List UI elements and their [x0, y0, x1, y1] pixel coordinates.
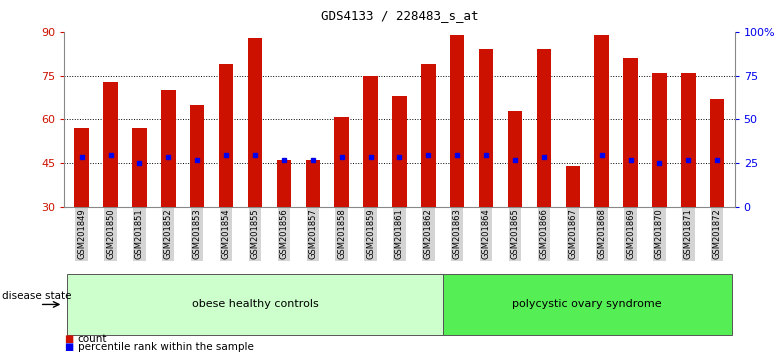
Bar: [219, 64, 234, 207]
Bar: [623, 58, 638, 207]
Text: obese healthy controls: obese healthy controls: [191, 299, 318, 309]
Text: ■: ■: [64, 335, 74, 344]
Bar: [594, 35, 609, 207]
Bar: [248, 38, 262, 207]
Bar: [508, 111, 522, 207]
Text: ■: ■: [64, 342, 74, 352]
Bar: [450, 35, 464, 207]
Bar: [421, 64, 436, 207]
Bar: [392, 96, 407, 207]
Bar: [565, 166, 580, 207]
Bar: [161, 90, 176, 207]
Text: count: count: [78, 335, 107, 344]
Text: polycystic ovary syndrome: polycystic ovary syndrome: [513, 299, 662, 309]
Text: percentile rank within the sample: percentile rank within the sample: [78, 342, 253, 352]
Bar: [103, 81, 118, 207]
Text: disease state: disease state: [2, 291, 72, 301]
Bar: [652, 73, 666, 207]
Bar: [681, 73, 695, 207]
Bar: [710, 99, 724, 207]
Bar: [537, 50, 551, 207]
Text: GDS4133 / 228483_s_at: GDS4133 / 228483_s_at: [321, 9, 478, 22]
Bar: [190, 105, 205, 207]
Bar: [335, 116, 349, 207]
Bar: [479, 50, 493, 207]
Bar: [306, 160, 320, 207]
Bar: [363, 76, 378, 207]
Bar: [74, 128, 89, 207]
Bar: [277, 160, 291, 207]
Bar: [132, 128, 147, 207]
